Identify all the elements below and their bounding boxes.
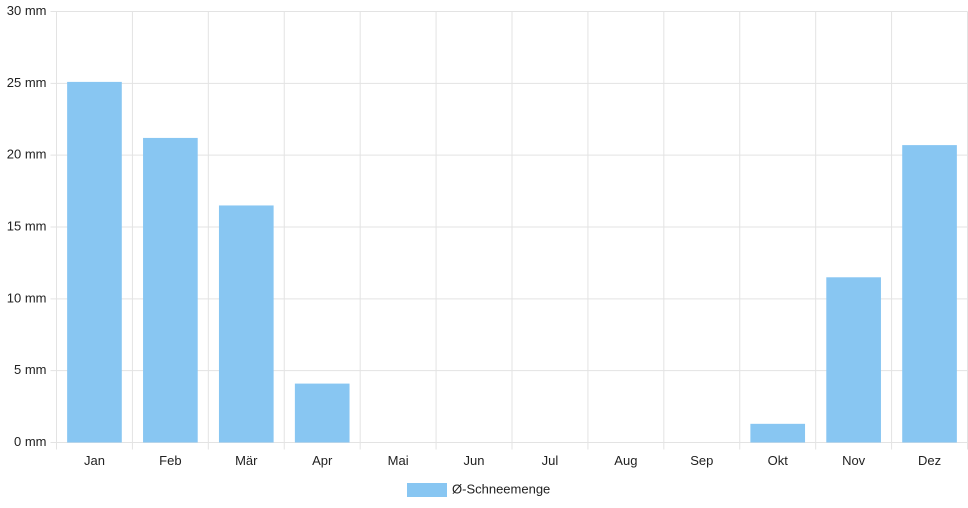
- bar: [143, 137, 198, 443]
- y-tick-label: 15 mm: [7, 218, 47, 233]
- x-tick-label: Nov: [842, 453, 866, 468]
- x-tick-label: Mai: [388, 453, 409, 468]
- x-tick-label: Jan: [84, 453, 105, 468]
- legend-label: Ø-Schneemenge: [452, 481, 550, 496]
- x-tick-label: Apr: [312, 453, 333, 468]
- legend-swatch: [407, 483, 447, 497]
- bar: [67, 81, 122, 443]
- y-tick-label: 20 mm: [7, 147, 47, 162]
- x-tick-label: Dez: [918, 453, 941, 468]
- bar: [902, 145, 957, 443]
- x-tick-label: Sep: [690, 453, 713, 468]
- x-tick-label: Jul: [542, 453, 559, 468]
- y-tick-label: 5 mm: [14, 362, 47, 377]
- y-tick-label: 10 mm: [7, 290, 47, 305]
- bar: [294, 383, 350, 443]
- y-tick-label: 0 mm: [14, 434, 47, 449]
- x-tick-label: Mär: [235, 453, 258, 468]
- bar: [218, 205, 274, 443]
- bar: [750, 423, 806, 443]
- y-tick-label: 30 mm: [7, 3, 47, 18]
- x-tick-label: Feb: [159, 453, 181, 468]
- x-tick-label: Jun: [464, 453, 485, 468]
- x-tick-label: Okt: [768, 453, 789, 468]
- x-tick-label: Aug: [614, 453, 637, 468]
- y-tick-label: 25 mm: [7, 75, 47, 90]
- bar: [826, 277, 881, 443]
